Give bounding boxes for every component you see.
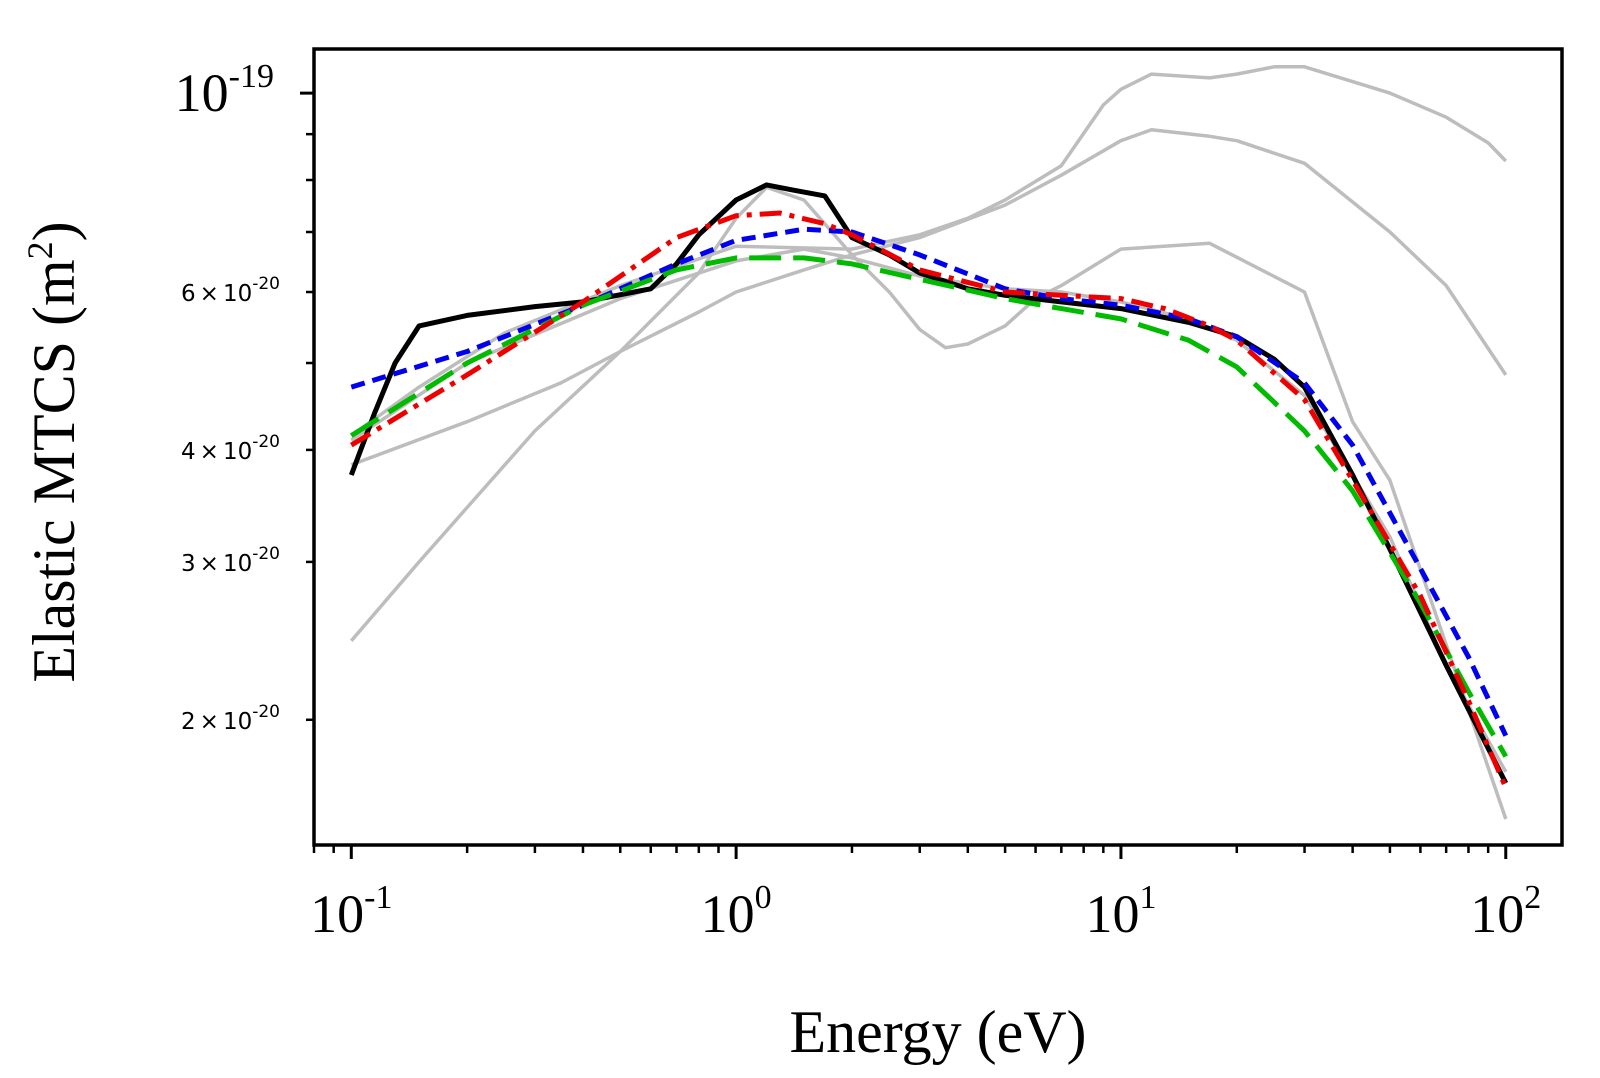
y-tick-label: 10-19 (175, 58, 274, 123)
x-tick-exp: -1 (364, 879, 392, 916)
y-tick-mant: 2 (181, 709, 196, 735)
x-tick-exp: 2 (1524, 879, 1541, 916)
y-tick-base: 10 (223, 709, 252, 735)
series-line-blue-dotted (350, 226, 1509, 737)
x-tick-base: 10 (1470, 884, 1524, 944)
y-tick-mant: 6 (181, 281, 196, 307)
y-axis-title: Elastic MTCS (m2) (20, 221, 87, 682)
plot-frame (312, 47, 1564, 847)
x-tick-exp: 0 (755, 879, 772, 916)
y-tick-exp: -20 (252, 544, 280, 564)
y-tick-base: 10 (175, 63, 229, 123)
y-tick-exp: -20 (252, 432, 280, 452)
y-tick-label: 6 × 10-20 (181, 274, 280, 307)
y-tick-base: 10 (223, 281, 252, 307)
y-tick-exp: -20 (252, 274, 280, 294)
y-tick-times: × (200, 439, 219, 465)
series-line-reference-3 (349, 185, 1508, 820)
y-tick-mant: 3 (181, 551, 196, 577)
x-tick-label: 100 (701, 879, 772, 944)
y-tick-times: × (200, 709, 219, 735)
x-tick-base: 10 (1085, 884, 1139, 944)
x-tick-exp: 1 (1139, 879, 1156, 916)
y-tick-label: 2 × 10-20 (181, 702, 280, 735)
y-tick-exp: -19 (229, 58, 274, 95)
y-tick-label: 3 × 10-20 (181, 544, 280, 577)
x-tick-label: 10-1 (310, 879, 392, 944)
x-tick-base: 10 (310, 884, 364, 944)
y-tick-base: 10 (223, 551, 252, 577)
x-tick-label: 102 (1470, 879, 1541, 944)
series-line-reference-2 (350, 128, 1508, 467)
y-tick-times: × (200, 281, 219, 307)
x-tick-label: 101 (1085, 879, 1156, 944)
y-tick-mant: 4 (181, 439, 196, 465)
y-tick-label: 4 × 10-20 (181, 432, 280, 465)
series-line-red-dashdot (350, 210, 1509, 789)
y-tick-times: × (200, 551, 219, 577)
y-axis-title-main: Elastic MTCS (m (21, 259, 87, 682)
y-axis-title-close: ) (21, 221, 87, 241)
x-tick-base: 10 (701, 884, 755, 944)
y-tick-base: 10 (223, 439, 252, 465)
series-line-reference-1 (350, 65, 1508, 438)
x-axis-title: Energy (eV) (789, 999, 1086, 1065)
y-axis-title-sup: 2 (20, 241, 60, 259)
series-line-green-dashed (349, 255, 1508, 758)
y-tick-exp: -20 (252, 702, 280, 722)
series-layer (348, 65, 1509, 820)
